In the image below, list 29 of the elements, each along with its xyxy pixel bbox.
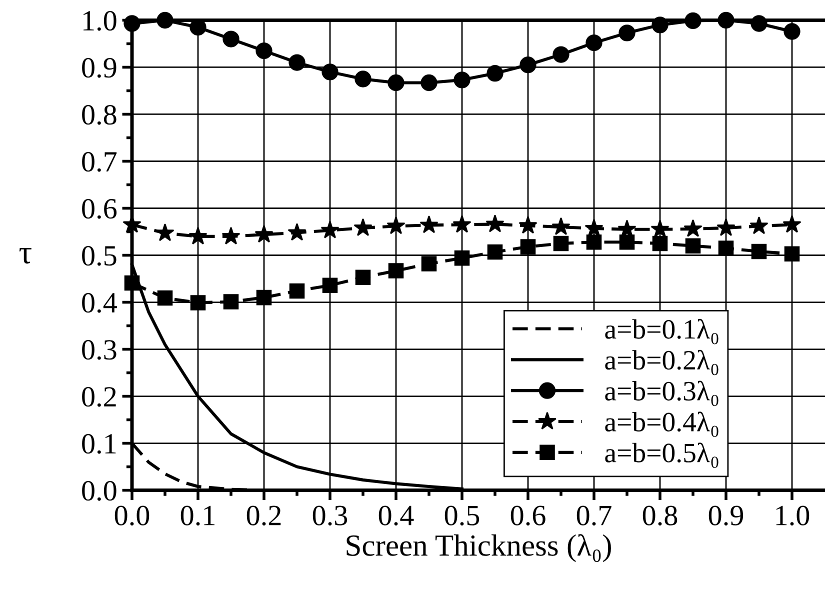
legend-label: a=b=0.1λ₀: [605, 318, 718, 344]
x-tick-label: 0.1: [180, 506, 214, 526]
y-tick-label: 1.0: [84, 10, 116, 31]
y-tick-label: 0.2: [82, 386, 116, 407]
x-axis-title: Screen Thickness (λ₀): [346, 534, 611, 562]
x-tick-label: 1.0: [776, 506, 810, 526]
x-tick-label: 0.8: [642, 506, 678, 526]
y-tick-label: 0.9: [82, 58, 116, 78]
x-tick-label: 0.9: [708, 506, 744, 526]
x-tick-label: 0.5: [444, 506, 480, 526]
legend-label: a=b=0.5λ₀: [605, 442, 718, 468]
y-tick-label: 0.6: [82, 198, 117, 219]
x-tick-label: 0.4: [378, 506, 414, 526]
y-tick-label: 0.4: [82, 292, 117, 313]
x-tick-label: 0.3: [312, 506, 348, 526]
legend-label: a=b=0.2λ₀: [605, 350, 718, 376]
x-tick-label: 0.2: [246, 506, 281, 526]
y-tick-label: 0.8: [82, 104, 116, 125]
y-tick-label: 0.1: [82, 434, 116, 454]
y-tick-label: 0.5: [82, 246, 116, 266]
y-tick-label: 0.0: [82, 481, 116, 501]
legend-label: a=b=0.4λ₀: [605, 412, 718, 437]
x-tick-label: 0.6: [510, 506, 546, 526]
x-tick-label: 0.0: [114, 506, 150, 526]
y-tick-label: 0.3: [82, 340, 116, 360]
x-tick-label: 0.7: [576, 506, 612, 526]
legend-label: a=b=0.3λ₀: [605, 380, 718, 406]
y-axis-title: τ: [19, 248, 32, 264]
y-tick-label: 0.7: [82, 152, 117, 172]
